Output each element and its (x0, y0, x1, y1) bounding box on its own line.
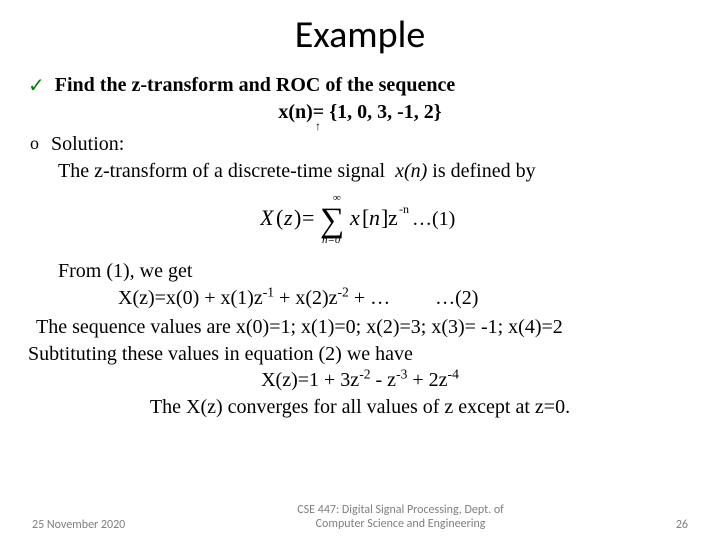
xz-mid: + x(2)z (274, 287, 337, 309)
exp-1: -1 (263, 284, 274, 299)
arrow-marker: ↑ (28, 123, 692, 129)
svg-text:=: = (302, 205, 314, 230)
definition-line: The z-transform of a discrete-time signa… (58, 158, 692, 185)
svg-text:z: z (388, 205, 398, 230)
bullet-find: ✓ Find the z-transform and ROC of the se… (28, 72, 692, 99)
footer-course: CSE 447: Digital Signal Processing, Dept… (145, 504, 656, 518)
formula-image: X ( z ) = ∞ ∑ n=0 x [ n ] z -n …(1) (28, 191, 692, 250)
footer: 25 November 2020 CSE 447: Digital Signal… (0, 504, 720, 532)
exp-2: -2 (338, 284, 349, 299)
res-mid2: + 2z (407, 369, 447, 391)
def-tail: is defined by (432, 160, 535, 182)
eq-number-2: …(2) (435, 287, 478, 310)
xz-tail: + … (349, 287, 390, 309)
def-text: The z-transform of a discrete-time signa… (58, 160, 385, 182)
xz-pre: X(z)=x(0) + x(1)z (118, 287, 263, 309)
circle-bullet-icon: o (30, 131, 39, 158)
uparrow-icon: ↑ (315, 119, 321, 133)
res-pre: X(z)=1 + 3z (261, 369, 359, 391)
svg-text:…(1): …(1) (412, 208, 455, 230)
def-var-xn: x(n) (395, 160, 427, 182)
svg-text:n=0: n=0 (322, 234, 341, 245)
svg-text:-n: -n (399, 202, 409, 216)
svg-text:): ) (294, 205, 301, 230)
check-icon: ✓ (28, 73, 45, 100)
bullet-text: Find the z-transform and ROC of the sequ… (55, 72, 456, 99)
sequence-definition: x(n)= {1, 0, 3, -1, 2} (28, 101, 692, 124)
conclusion: The X(z) converges for all values of z e… (28, 396, 692, 419)
svg-text:x: x (349, 205, 360, 230)
solution-label: Solution: (51, 131, 124, 158)
footer-center: CSE 447: Digital Signal Processing, Dept… (125, 504, 676, 532)
solution-bullet: o Solution: (28, 131, 692, 158)
xz-expansion: X(z)=x(0) + x(1)z-1 + x(2)z-2 + … …(2) (118, 287, 692, 310)
substitute-line: Subtituting these values in equation (2)… (28, 343, 692, 366)
result-expression: X(z)=1 + 3z-2 - z-3 + 2z-4 (28, 369, 692, 392)
svg-text:X: X (260, 205, 275, 230)
sequence-values: The sequence values are x(0)=1; x(1)=0; … (36, 316, 692, 339)
res-mid1: - z (371, 369, 397, 391)
res-e4: -4 (448, 366, 459, 381)
footer-date: 25 November 2020 (32, 518, 125, 532)
res-e3: -3 (396, 366, 407, 381)
slide-title: Example (28, 12, 692, 58)
footer-page-number: 26 (676, 518, 688, 532)
from-line: From (1), we get (58, 258, 692, 285)
svg-text:z: z (283, 205, 293, 230)
svg-text:(: ( (276, 205, 283, 230)
res-e2: -2 (359, 366, 370, 381)
svg-text:n: n (369, 205, 380, 230)
footer-dept: Computer Science and Engineering (145, 518, 656, 532)
